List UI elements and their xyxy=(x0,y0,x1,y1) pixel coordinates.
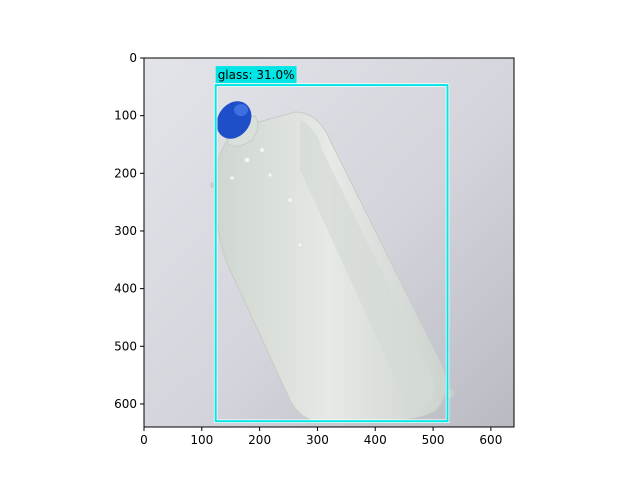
x-axis: 0 100 200 300 400 500 600 xyxy=(140,427,502,447)
y-tick-label: 400 xyxy=(114,282,137,296)
x-tick-label: 100 xyxy=(190,433,213,447)
x-tick-label: 600 xyxy=(479,433,502,447)
droplet xyxy=(268,173,272,177)
y-axis: 0 100 200 300 400 500 600 xyxy=(114,51,144,411)
droplet xyxy=(244,157,250,163)
y-tick-label: 100 xyxy=(114,109,137,123)
detection-box xyxy=(214,84,449,423)
detection-label-background xyxy=(215,66,297,84)
x-tick-label: 200 xyxy=(248,433,271,447)
x-tick-label: 400 xyxy=(364,433,387,447)
droplet xyxy=(288,198,292,202)
y-tick-label: 0 xyxy=(129,51,137,65)
y-tick-label: 600 xyxy=(114,397,137,411)
droplet xyxy=(298,243,302,247)
droplet xyxy=(230,176,234,180)
detection-overlay: glass: 31.0% xyxy=(213,66,450,423)
x-tick-label: 300 xyxy=(306,433,329,447)
bottle-shade xyxy=(300,120,434,410)
x-tick-label: 500 xyxy=(422,433,445,447)
photo xyxy=(144,58,514,427)
y-tick-label: 200 xyxy=(114,166,137,180)
droplet xyxy=(260,148,264,152)
bottle-cap-highlight xyxy=(234,104,248,116)
detection-label: glass: 31.0% xyxy=(218,68,295,82)
axes-frame xyxy=(143,57,515,428)
y-tick-label: 500 xyxy=(114,339,137,353)
x-tick-label: 0 xyxy=(140,433,148,447)
y-tick-label: 300 xyxy=(114,224,137,238)
